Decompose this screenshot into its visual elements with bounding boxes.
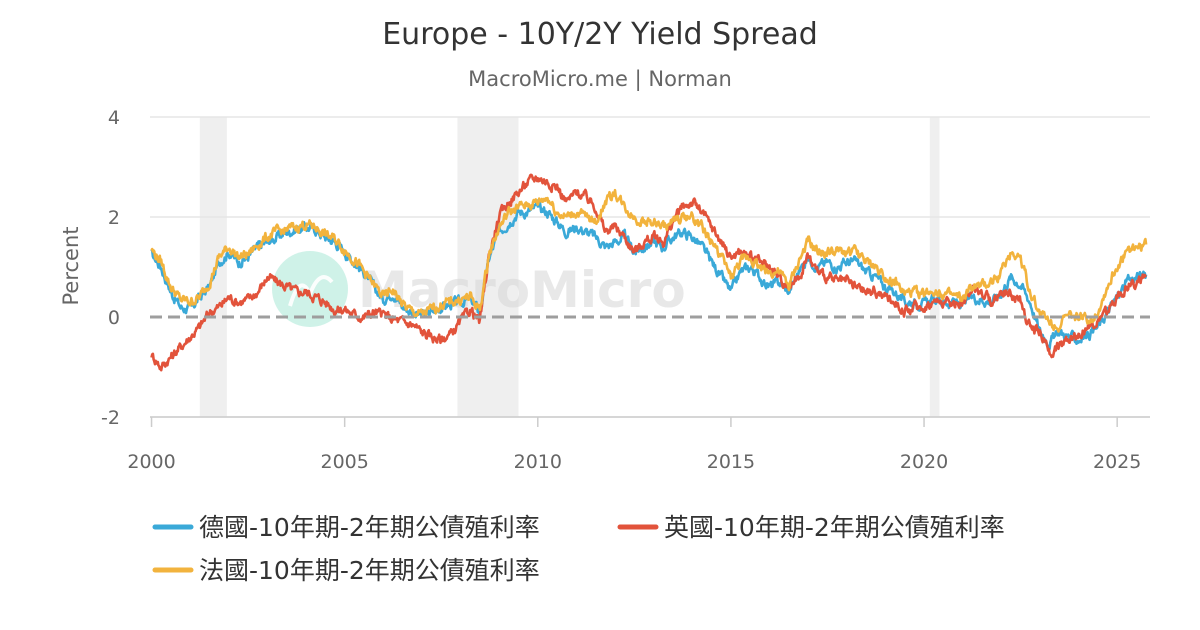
x-tick-label: 2010 xyxy=(514,451,562,473)
x-tick-label: 2005 xyxy=(320,451,368,473)
x-tick-label: 2000 xyxy=(127,451,175,473)
chart-title: Europe - 10Y/2Y Yield Spread xyxy=(382,17,818,52)
legend-item-1[interactable]: 英國-10年期-2年期公債殖利率 xyxy=(617,513,1005,542)
chart-subtitle: MacroMicro.me | Norman xyxy=(468,67,732,92)
legend-item-2[interactable]: 法國-10年期-2年期公債殖利率 xyxy=(152,556,540,585)
legend: 德國-10年期-2年期公債殖利率 英國-10年期-2年期公債殖利率法國-10年期-… xyxy=(152,513,1005,585)
y-tick-label: 0 xyxy=(108,307,120,329)
shaded-period-0 xyxy=(199,117,227,417)
y-tick-label: -2 xyxy=(101,407,120,429)
y-axis-label: Percent xyxy=(59,226,83,305)
legend-label: 法國-10年期-2年期公債殖利率 xyxy=(199,556,540,585)
legend-item-0[interactable]: 德國-10年期-2年期公債殖利率 xyxy=(152,513,540,542)
series-line-1 xyxy=(150,173,1148,372)
y-tick-label: 4 xyxy=(108,107,120,129)
legend-label: 英國-10年期-2年期公債殖利率 xyxy=(664,513,1005,542)
shaded-period-2 xyxy=(929,117,940,417)
x-tick-label: 2015 xyxy=(707,451,755,473)
series-layer xyxy=(150,173,1150,372)
series-line-2 xyxy=(150,188,1148,333)
y-tick-label: 2 xyxy=(108,207,120,229)
legend-label: 德國-10年期-2年期公債殖利率 xyxy=(199,513,540,542)
x-tick-label: 2020 xyxy=(900,451,948,473)
x-tick-label: 2025 xyxy=(1093,451,1141,473)
axes-layer: -2 0 2 4 2000 2005 2010 2015 2020 2025 xyxy=(101,107,1150,473)
